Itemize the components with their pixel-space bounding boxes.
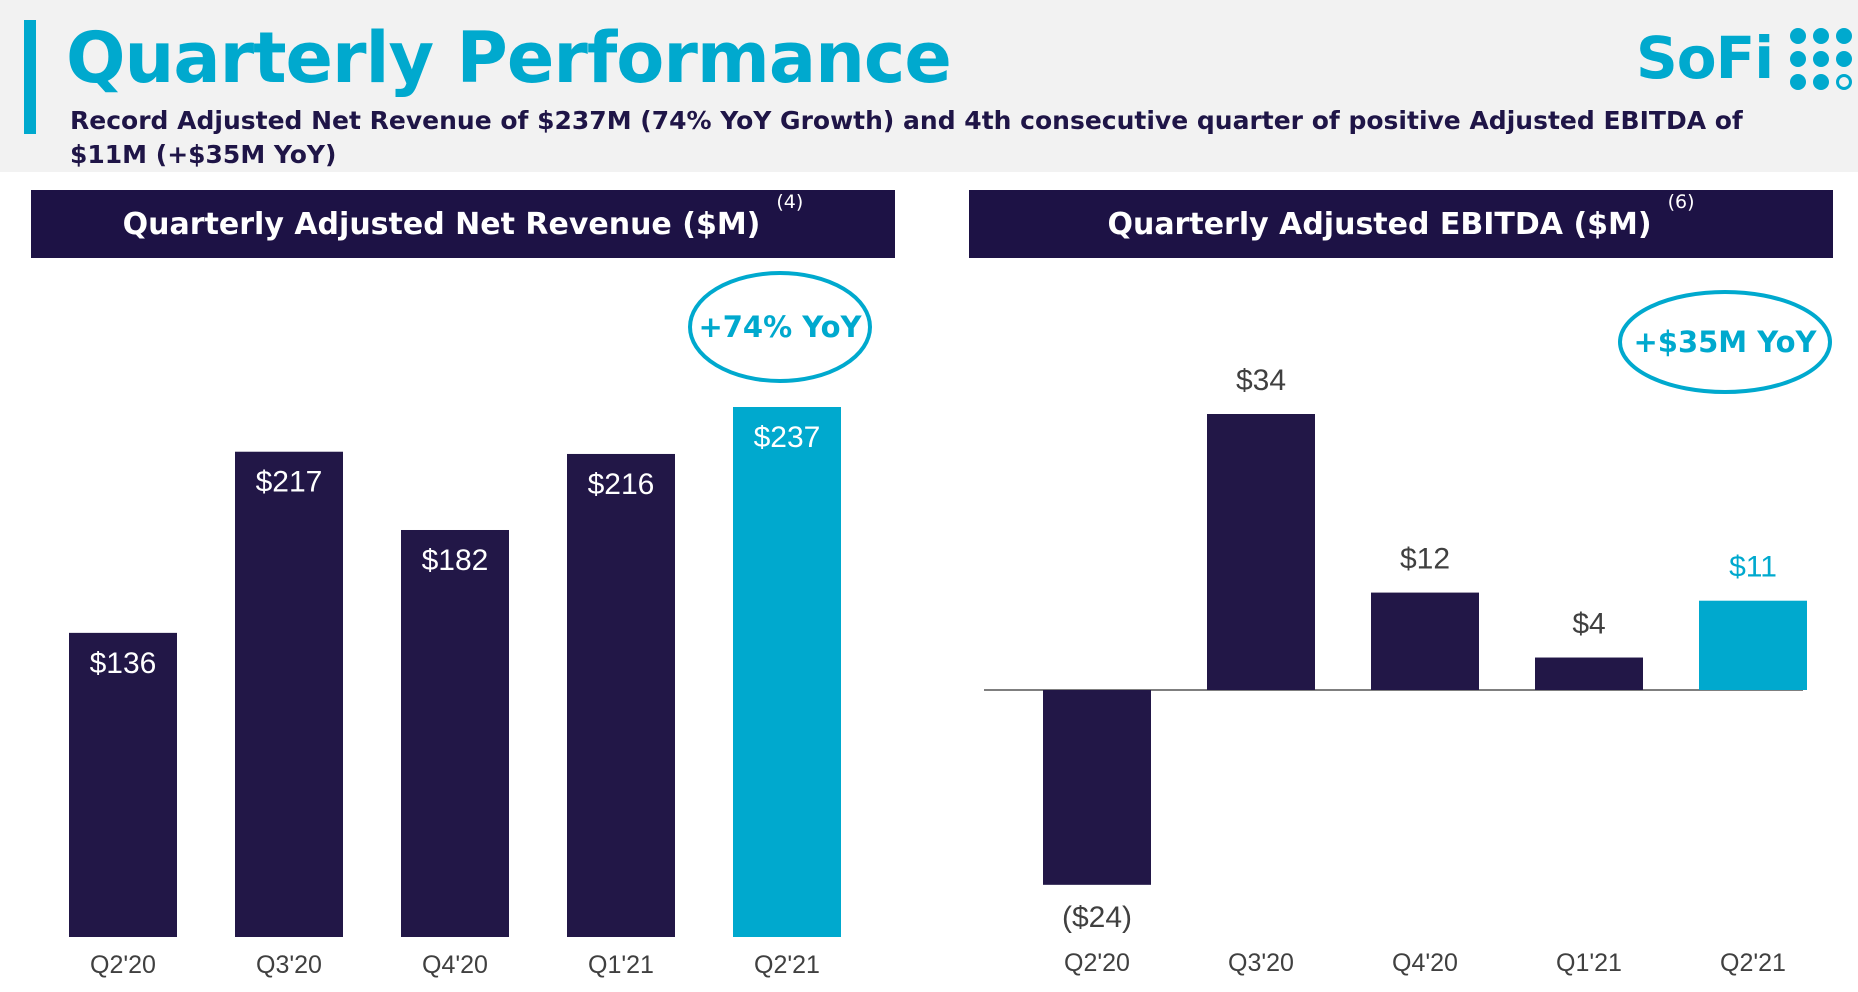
ebitda-value-label-1: ($24) xyxy=(1062,901,1132,934)
ebitda-x-tick-5: Q2'21 xyxy=(1720,949,1786,977)
revenue-value-label-3: $182 xyxy=(422,544,489,577)
sofi-dots-icon xyxy=(1790,28,1852,90)
revenue-chart-title: Quarterly Adjusted Net Revenue ($M) xyxy=(122,206,761,242)
ebitda-yoy-callout: +$35M YoY xyxy=(1633,325,1817,359)
accent-bar xyxy=(24,20,36,134)
revenue-chart-footnote: (4) xyxy=(776,191,804,213)
revenue-yoy-callout: +74% YoY xyxy=(698,310,862,344)
revenue-bar-4 xyxy=(567,453,675,937)
ebitda-value-label-3: $12 xyxy=(1400,543,1450,576)
ebitda-bar-5 xyxy=(1699,600,1807,690)
revenue-value-label-2: $217 xyxy=(256,466,323,499)
revenue-bar-5 xyxy=(733,407,841,937)
revenue-bar-1 xyxy=(69,632,177,937)
revenue-x-tick-4: Q1'21 xyxy=(588,951,654,979)
ebitda-bar-1 xyxy=(1043,690,1151,885)
ebitda-value-label-5: $11 xyxy=(1729,551,1777,584)
logo-text: SoFi xyxy=(1636,24,1774,92)
revenue-bar-3 xyxy=(401,529,509,937)
ebitda-yoy-callout-oval xyxy=(1618,290,1832,394)
ebitda-value-label-4: $4 xyxy=(1572,608,1605,641)
ebitda-value-label-2: $34 xyxy=(1236,364,1286,397)
page-subtitle: Record Adjusted Net Revenue of $237M (74… xyxy=(70,106,1743,169)
ebitda-x-tick-1: Q2'20 xyxy=(1064,949,1130,977)
ebitda-bar-2 xyxy=(1207,414,1315,690)
revenue-bar-chart: $136 Q2'20 $217 Q3'20 $182 Q4'20 $216 Q1'21 $237… xyxy=(69,271,872,979)
revenue-x-tick-5: Q2'21 xyxy=(754,951,820,979)
ebitda-x-tick-2: Q3'20 xyxy=(1228,949,1294,977)
sofi-logo: SoFi xyxy=(1636,18,1856,98)
revenue-chart-header: Quarterly Adjusted Net Revenue ($M) (4) xyxy=(31,190,895,258)
ebitda-chart-footnote: (6) xyxy=(1667,191,1695,213)
revenue-x-tick-1: Q2'20 xyxy=(90,951,156,979)
revenue-x-tick-3: Q4'20 xyxy=(422,951,488,979)
revenue-value-label-4: $216 xyxy=(588,468,655,501)
ebitda-bar-chart: ($24) Q2'20 $34 Q3'20 $12 Q4'20 $4 Q1'21 $11 Q2'2… xyxy=(984,290,1832,977)
ebitda-x-tick-3: Q4'20 xyxy=(1392,949,1458,977)
revenue-value-label-5: $237 xyxy=(754,421,821,454)
ebitda-chart-header: Quarterly Adjusted EBITDA ($M) (6) xyxy=(969,190,1833,258)
ebitda-x-tick-4: Q1'21 xyxy=(1556,949,1622,977)
revenue-value-label-1: $136 xyxy=(90,647,157,680)
ebitda-chart-title: Quarterly Adjusted EBITDA ($M) xyxy=(1107,206,1652,242)
ebitda-bar-4 xyxy=(1535,657,1643,690)
revenue-yoy-callout-oval xyxy=(688,271,872,383)
page-title: Quarterly Performance xyxy=(66,17,952,99)
header-band: Quarterly Performance Record Adjusted Ne… xyxy=(0,0,1858,172)
revenue-bar-2 xyxy=(235,451,343,937)
revenue-x-tick-2: Q3'20 xyxy=(256,951,322,979)
ebitda-bar-3 xyxy=(1371,592,1479,690)
